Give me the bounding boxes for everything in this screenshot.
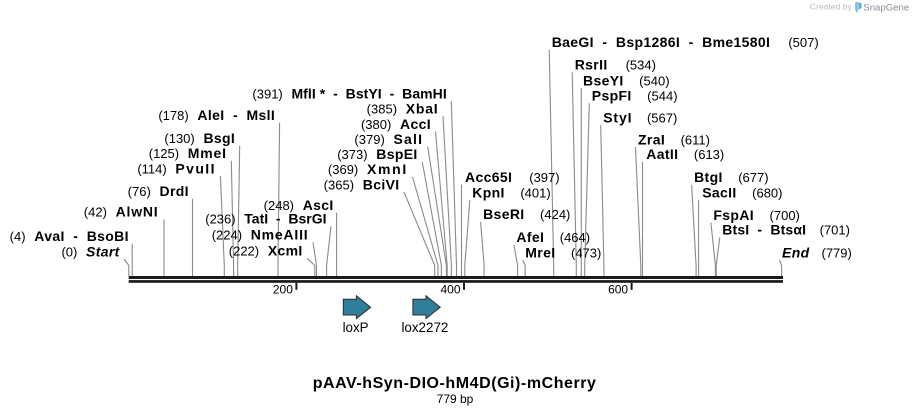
svg-text:(369)XmnI: (369) XmnI	[328, 161, 408, 177]
svg-text:loxP: loxP	[343, 320, 369, 335]
svg-text:(373)BspEI: (373) BspEI	[337, 146, 417, 162]
svg-text:lox2272: lox2272	[401, 320, 448, 335]
svg-text:(0)Start: (0) Start	[61, 243, 120, 259]
svg-text:SacII(680): SacII (680)	[702, 185, 782, 201]
svg-text:(178)AleI - MslI: (178) AleI - MslI	[158, 107, 275, 123]
svg-text:SnapGene: SnapGene	[863, 2, 909, 13]
svg-text:(391)MflI * - BstYI - BamH: (391) MflI * - BstYI - BamHI	[252, 85, 446, 101]
svg-text:(4)AvaI - BsoBI: (4) AvaI - BsoBI	[10, 228, 129, 244]
svg-text:400: 400	[440, 283, 460, 297]
svg-text:600: 600	[608, 283, 628, 297]
svg-text:779 bp: 779 bp	[437, 392, 474, 406]
svg-text:200: 200	[273, 283, 293, 297]
svg-text:StyI(567): StyI (567)	[603, 109, 677, 125]
svg-text:pAAV-hSyn-DIO-hM4D(Gi)-mCherry: pAAV-hSyn-DIO-hM4D(Gi)-mCherry	[313, 375, 597, 392]
svg-text:(224)NmeAIII: (224) NmeAIII	[212, 227, 309, 243]
svg-text:ZraI(611): ZraI (611)	[638, 131, 710, 147]
svg-text:(125)MmeI: (125) MmeI	[149, 145, 227, 161]
svg-text:Acc65I(397): Acc65I (397)	[465, 169, 560, 185]
svg-text:RsrII(534): RsrII (534)	[575, 57, 656, 73]
svg-text:End(779): End (779)	[782, 244, 852, 260]
svg-text:(114)PvuII: (114) PvuII	[137, 160, 216, 176]
svg-text:FspAI(700): FspAI (700)	[713, 207, 800, 223]
svg-text:MreI(473): MreI (473)	[525, 244, 601, 260]
svg-text:Created by: Created by	[810, 1, 853, 11]
svg-text:BseRI(424): BseRI (424)	[483, 206, 570, 222]
svg-text:BtsI - BtsαI(701): BtsI - BtsαI (701)	[722, 222, 850, 238]
svg-text:(236)TatI - BsrGI: (236) TatI - BsrGI	[205, 211, 326, 227]
svg-text:KpnI(401): KpnI (401)	[472, 185, 550, 201]
svg-text:(42)AlwNI: (42) AlwNI	[84, 204, 159, 220]
svg-text:BseYI(540): BseYI (540)	[583, 72, 670, 88]
svg-text:BtgI(677): BtgI (677)	[694, 169, 768, 185]
svg-text:PspFI(544): PspFI (544)	[592, 87, 678, 103]
svg-text:AfeI(464): AfeI (464)	[516, 229, 590, 245]
svg-text:AatII(613): AatII (613)	[646, 146, 724, 162]
svg-text:BaeGI - Bsp1286I - Bme1580: BaeGI - Bsp1286I - Bme1580I (507)	[552, 34, 819, 50]
